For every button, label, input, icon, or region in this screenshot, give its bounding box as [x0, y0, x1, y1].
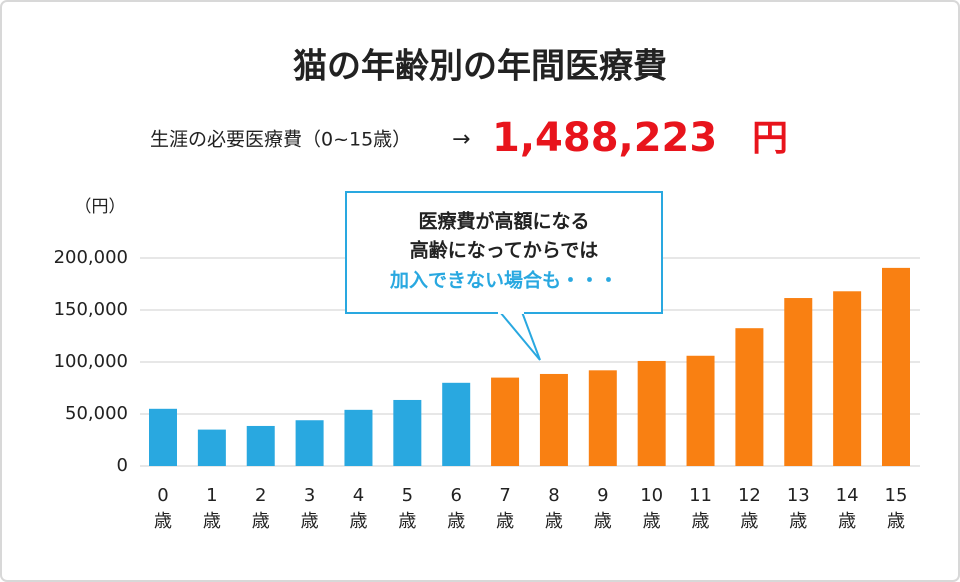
- callout: 医療費が高額になる 高齢になってからでは 加入できない場合も・・・: [345, 191, 663, 361]
- x-tick-label: 3: [304, 485, 315, 506]
- x-tick-label: 5: [402, 485, 413, 506]
- arrow: →: [452, 127, 470, 152]
- x-tick-unit: 歳: [496, 511, 514, 532]
- x-tick-label: 7: [499, 485, 510, 506]
- y-tick-label: 100,000: [54, 351, 128, 372]
- bar: [491, 377, 520, 466]
- x-tick-label: 12: [738, 485, 761, 506]
- x-tick-label: 1: [206, 485, 217, 506]
- x-tick-unit: 歳: [349, 511, 367, 532]
- x-tick-label: 9: [597, 485, 608, 506]
- bar: [197, 429, 226, 466]
- bar: [442, 382, 471, 466]
- x-tick-label: 4: [353, 485, 364, 506]
- callout-line: 高齢になってからでは: [410, 239, 598, 262]
- y-tick-label: 0: [117, 455, 128, 476]
- y-tick-label: 50,000: [65, 403, 128, 424]
- bar: [295, 420, 324, 466]
- subtitle: 生涯の必要医療費（0~15歳）: [150, 129, 411, 151]
- total-unit: 円: [752, 118, 788, 159]
- bar: [686, 355, 715, 466]
- callout-tail: [499, 311, 541, 361]
- x-tick-unit: 歳: [301, 511, 319, 532]
- total: 1,488,223: [492, 115, 717, 161]
- x-tick-unit: 歳: [594, 511, 612, 532]
- y-tick-label: 200,000: [54, 247, 128, 268]
- x-tick-label: 6: [450, 485, 461, 506]
- bar: [393, 399, 422, 466]
- bar: [735, 328, 764, 466]
- x-tick-unit: 歳: [203, 511, 221, 532]
- bar: [149, 408, 177, 466]
- plot: 0 50,000 100,000 150,000 200,000 0 歳 1 歳 2 歳 3 歳 4 歳 5 歳…: [54, 247, 920, 532]
- x-tick-unit: 歳: [838, 511, 856, 532]
- x-tick-unit: 歳: [252, 511, 270, 532]
- x-tick-unit: 歳: [789, 511, 807, 532]
- chart-title: 猫の年齢別の年間医療費: [293, 47, 667, 87]
- bar: [784, 298, 813, 466]
- bar: [588, 370, 617, 466]
- x-tick-unit: 歳: [545, 511, 563, 532]
- x-tick-label: 10: [640, 485, 663, 506]
- x-tick-label: 2: [255, 485, 266, 506]
- x-tick-label: 8: [548, 485, 559, 506]
- x-tick-unit: 歳: [154, 511, 172, 532]
- x-tick-label: 13: [787, 485, 810, 506]
- x-tick-unit: 歳: [447, 511, 465, 532]
- x-tick-unit: 歳: [692, 511, 710, 532]
- x-tick-label: 0: [157, 485, 168, 506]
- bar: [539, 373, 568, 466]
- y-unit: （円）: [75, 197, 126, 217]
- x-tick-unit: 歳: [643, 511, 661, 532]
- callout-line: 加入できない場合も・・・: [389, 269, 618, 292]
- bar: [344, 409, 373, 466]
- bar: [246, 425, 275, 466]
- callout-line: 医療費が高額になる: [418, 210, 589, 233]
- bar: [833, 291, 862, 466]
- bar: [882, 267, 910, 466]
- x-tick-label: 14: [836, 485, 859, 506]
- x-tick-label: 11: [689, 485, 712, 506]
- y-tick-label: 150,000: [54, 299, 128, 320]
- callout-box: [345, 191, 663, 314]
- x-tick-unit: 歳: [740, 511, 758, 532]
- x-tick-label: 15: [885, 485, 908, 506]
- bar: [637, 360, 666, 466]
- x-tick-unit: 歳: [887, 511, 905, 532]
- x-tick-unit: 歳: [398, 511, 416, 532]
- callout-join: [498, 308, 524, 314]
